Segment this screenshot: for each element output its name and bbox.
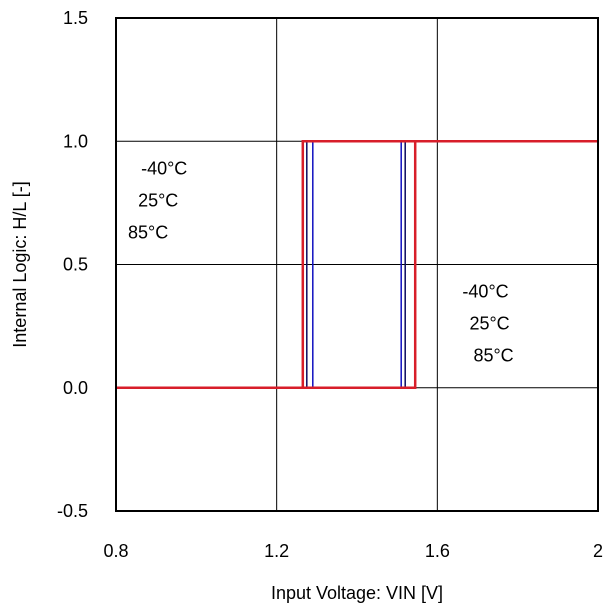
series-lines bbox=[116, 140, 598, 390]
x-tick-label: 2 bbox=[593, 541, 603, 561]
series-line-3 bbox=[116, 140, 598, 390]
y-tick-label: -0.5 bbox=[57, 501, 88, 521]
temperature-label: 85°C bbox=[128, 222, 168, 242]
y-tick-label: 1.0 bbox=[63, 131, 88, 151]
tick-labels: 0.8 1.2 1.6 2 -0.5 0.0 0.5 1.0 1.5 bbox=[57, 8, 603, 561]
x-axis-label: Input Voltage: VIN [V] bbox=[271, 583, 443, 603]
temperature-label: -40°C bbox=[141, 158, 187, 178]
temperature-label: 25°C bbox=[138, 190, 178, 210]
x-tick-label: 0.8 bbox=[103, 541, 128, 561]
y-axis-label: Internal Logic: H/L [-] bbox=[10, 181, 30, 347]
plot-frame bbox=[115, 17, 599, 512]
temperature-label: 85°C bbox=[473, 346, 513, 366]
temperature-label: 25°C bbox=[469, 314, 509, 334]
y-tick-label: 0.0 bbox=[63, 378, 88, 398]
temperature-label: -40°C bbox=[462, 282, 508, 302]
y-tick-label: 0.5 bbox=[63, 255, 88, 275]
grid-lines bbox=[115, 17, 599, 512]
x-tick-label: 1.6 bbox=[425, 541, 450, 561]
annotations: -40°C 25°C 85°C -40°C 25°C 85°C bbox=[128, 158, 514, 365]
y-tick-label: 1.5 bbox=[63, 8, 88, 28]
x-tick-label: 1.2 bbox=[264, 541, 289, 561]
